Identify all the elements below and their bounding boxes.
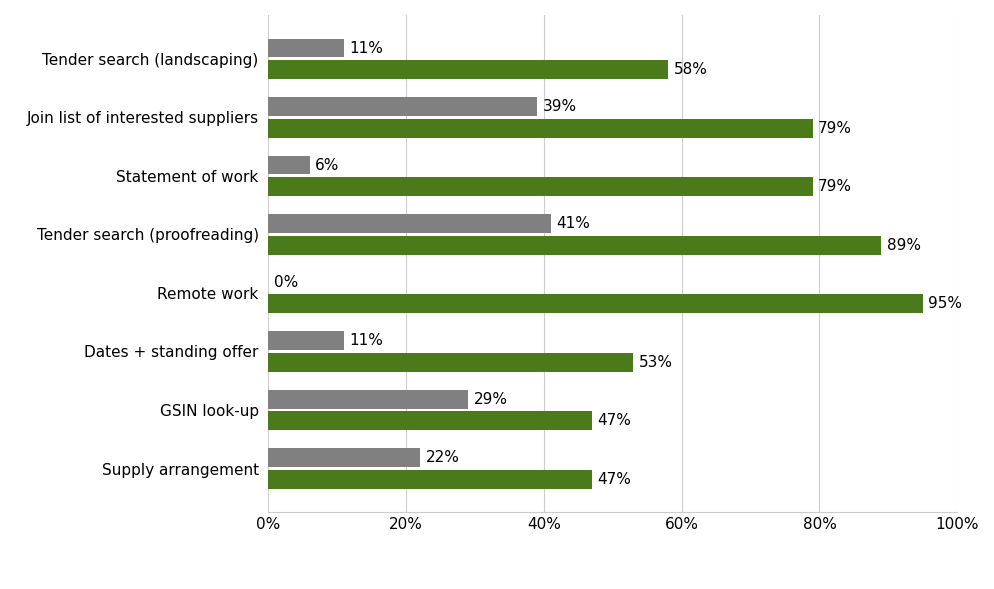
Text: 53%: 53% [639, 355, 673, 370]
Bar [268, 331, 344, 350]
Text: 58%: 58% [674, 62, 708, 77]
Bar [268, 155, 310, 174]
Bar [268, 353, 633, 372]
Bar [268, 448, 419, 467]
Text: 39%: 39% [543, 99, 577, 114]
Text: 89%: 89% [887, 238, 921, 253]
Bar [268, 294, 922, 313]
Text: 0%: 0% [274, 274, 298, 290]
Text: 79%: 79% [818, 179, 852, 194]
Bar [268, 177, 812, 196]
Bar [268, 412, 592, 430]
Text: 11%: 11% [350, 333, 384, 348]
Bar [268, 39, 344, 58]
Text: 95%: 95% [928, 296, 962, 312]
Bar [268, 97, 537, 116]
Text: 22%: 22% [425, 450, 459, 465]
Text: 11%: 11% [350, 41, 384, 55]
Bar [268, 470, 592, 489]
Text: 47%: 47% [597, 413, 631, 428]
Text: 41%: 41% [557, 216, 590, 231]
Bar [268, 236, 882, 254]
Bar [268, 119, 812, 138]
Bar [268, 214, 551, 233]
Legend: Success, Findability: Success, Findability [497, 584, 729, 589]
Text: 47%: 47% [597, 472, 631, 487]
Bar [268, 390, 468, 409]
Text: 6%: 6% [315, 158, 340, 173]
Text: 79%: 79% [818, 121, 852, 135]
Text: 29%: 29% [474, 392, 508, 406]
Bar [268, 60, 668, 79]
